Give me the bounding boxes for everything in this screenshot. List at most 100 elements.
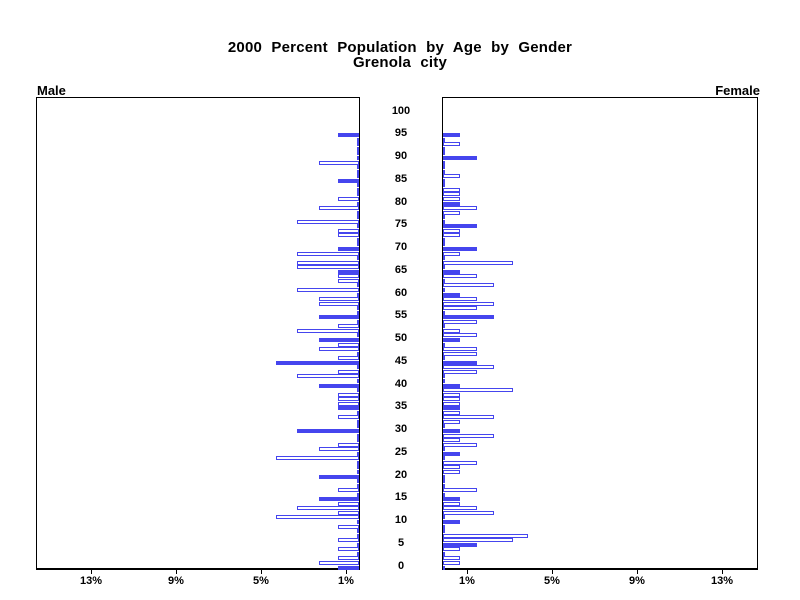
male-zero-stub-age-19 <box>357 479 359 484</box>
age-label-45: 45 <box>394 354 408 367</box>
female-zero-stub-age-94 <box>443 137 445 142</box>
male-zero-stub-age-87 <box>357 169 359 174</box>
female-bar-age-90 <box>443 156 477 160</box>
female-bar-age-48 <box>443 347 477 352</box>
male-bar-age-52 <box>297 328 359 333</box>
female-bar-age-45 <box>443 360 477 365</box>
female-bar-age-29 <box>443 433 494 438</box>
male-zero-stub-age-80 <box>357 201 359 206</box>
age-label-70: 70 <box>394 241 408 253</box>
male-bar-age-59 <box>318 297 359 302</box>
male-zero-stub-age-10 <box>357 520 359 524</box>
male-zero-stub-age-32 <box>357 419 359 424</box>
male-chart-area <box>36 97 360 570</box>
female-bar-age-69 <box>443 251 460 256</box>
female-zero-stub-age-87 <box>443 169 445 174</box>
female-series-label: Female <box>715 83 760 98</box>
female-bar-age-47 <box>443 351 477 356</box>
female-zero-stub-age-0 <box>443 565 445 570</box>
female-bar-age-37 <box>443 397 460 402</box>
male-bar-age-43 <box>337 369 359 374</box>
male-bar-age-37 <box>337 397 359 402</box>
male-zero-stub-age-31 <box>357 424 359 429</box>
male-bar-age-30 <box>297 429 359 433</box>
female-axis-tick-label-5: 5% <box>544 575 560 587</box>
female-bar-age-80 <box>443 201 460 206</box>
female-bar-age-23 <box>443 460 477 465</box>
female-bar-age-10 <box>443 520 460 524</box>
age-label-85: 85 <box>394 172 408 185</box>
age-label-15: 15 <box>394 491 408 504</box>
male-zero-stub-age-44 <box>357 365 359 370</box>
female-zero-stub-age-68 <box>443 256 445 261</box>
age-label-30: 30 <box>394 423 408 435</box>
male-zero-stub-age-23 <box>357 460 359 465</box>
male-zero-stub-age-18 <box>357 483 359 488</box>
female-bar-age-35 <box>443 406 460 411</box>
male-bar-age-48 <box>318 347 359 352</box>
female-bar-age-40 <box>443 383 460 388</box>
female-bar-age-30 <box>443 429 460 433</box>
female-bar-age-55 <box>443 315 494 320</box>
female-zero-stub-age-88 <box>443 165 445 170</box>
female-bar-age-33 <box>443 415 494 420</box>
female-zero-stub-age-9 <box>443 524 445 529</box>
female-zero-stub-age-11 <box>443 515 445 520</box>
male-bar-age-70 <box>337 247 359 251</box>
female-bar-age-32 <box>443 419 460 424</box>
male-axis-tick-label-5: 5% <box>253 575 269 587</box>
male-bar-age-58 <box>318 301 359 306</box>
age-label-100: 100 <box>391 104 411 117</box>
female-bar-age-70 <box>443 247 477 251</box>
male-bar-age-20 <box>318 474 359 479</box>
male-bar-age-65 <box>337 269 359 274</box>
female-axis-tick-9 <box>637 570 638 574</box>
female-zero-stub-age-49 <box>443 342 445 347</box>
male-bar-age-89 <box>318 160 359 165</box>
male-bar-age-13 <box>297 506 359 511</box>
female-axis-tick-5 <box>552 570 553 574</box>
male-bar-age-4 <box>337 547 359 552</box>
male-bar-age-12 <box>337 510 359 515</box>
male-zero-stub-age-47 <box>357 351 359 356</box>
female-zero-stub-age-92 <box>443 146 445 151</box>
female-bar-age-67 <box>443 260 514 265</box>
female-zero-stub-age-89 <box>443 160 445 165</box>
male-zero-stub-age-86 <box>357 174 359 179</box>
chart-subtitle: Grenola city <box>352 54 448 71</box>
male-zero-stub-age-78 <box>357 210 359 215</box>
female-zero-stub-age-71 <box>443 242 445 247</box>
male-zero-stub-age-5 <box>357 542 359 547</box>
female-bar-age-28 <box>443 438 460 443</box>
male-bar-age-46 <box>337 356 359 361</box>
male-bar-age-38 <box>337 392 359 397</box>
male-zero-stub-age-56 <box>357 310 359 315</box>
female-zero-stub-age-8 <box>443 529 445 534</box>
female-zero-stub-age-72 <box>443 237 445 242</box>
age-label-10: 10 <box>394 514 408 526</box>
female-bar-age-64 <box>443 274 477 279</box>
female-axis-tick-label-1: 1% <box>459 575 475 587</box>
female-bar-age-27 <box>443 442 477 447</box>
male-zero-stub-age-68 <box>357 256 359 261</box>
female-axis-tick-13 <box>722 570 723 574</box>
male-axis-tick-label-13: 13% <box>79 575 103 587</box>
age-label-80: 80 <box>394 195 408 208</box>
female-bar-age-83 <box>443 187 460 192</box>
male-bar-age-55 <box>318 315 359 320</box>
female-bar-age-62 <box>443 283 494 288</box>
female-bar-age-15 <box>443 497 460 502</box>
male-axis-tick-5 <box>261 570 262 574</box>
female-zero-stub-age-19 <box>443 479 445 484</box>
female-chart-area <box>442 97 758 570</box>
female-bar-age-12 <box>443 510 494 515</box>
male-zero-stub-age-51 <box>357 333 359 338</box>
male-zero-stub-age-92 <box>357 146 359 151</box>
male-axis-tick-label-1: 1% <box>338 575 354 587</box>
female-bar-age-57 <box>443 306 477 311</box>
female-bar-age-75 <box>443 224 477 229</box>
male-bar-age-81 <box>337 196 359 201</box>
male-zero-stub-age-22 <box>357 465 359 470</box>
female-bar-age-2 <box>443 556 460 561</box>
age-label-20: 20 <box>394 468 408 481</box>
